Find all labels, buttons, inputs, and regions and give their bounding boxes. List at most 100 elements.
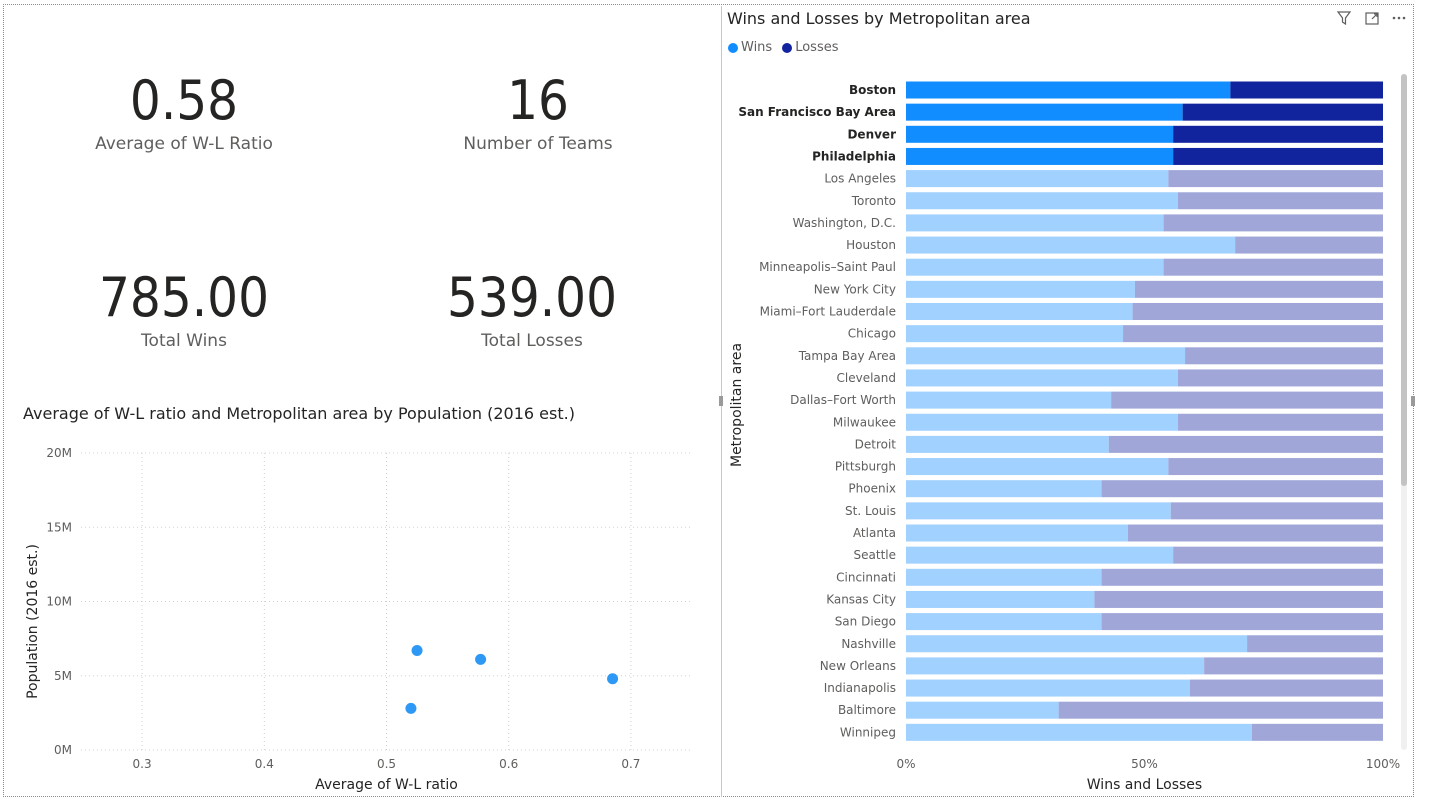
bar-losses [1230, 81, 1383, 99]
bar-wins [906, 81, 1231, 99]
bar-chart-title: Wins and Losses by Metropolitan area [727, 9, 1031, 28]
kpi-card-total-losses[interactable]: 539.00 Total Losses [412, 266, 652, 352]
kpi-value: 539.00 [447, 266, 617, 329]
scrollbar-thumb[interactable] [1401, 74, 1407, 486]
bar-wins [906, 613, 1102, 631]
bar-losses [1132, 303, 1383, 320]
x-tick-label: 100% [1366, 757, 1400, 771]
bar-losses [1247, 635, 1383, 653]
bar-wins [906, 170, 1169, 188]
category-label: Kansas City [826, 592, 896, 606]
bar-losses [1173, 546, 1383, 564]
bar-wins [906, 723, 1252, 741]
scatter-point [475, 653, 487, 665]
more-options-icon[interactable] [1391, 10, 1407, 29]
category-label: Boston [849, 83, 896, 97]
bar-losses [1173, 125, 1383, 143]
bar-losses [1177, 413, 1383, 431]
bar-losses [1123, 325, 1383, 343]
y-tick-label: 15M [46, 520, 72, 534]
category-label: Dallas–Fort Worth [790, 393, 896, 407]
category-label: San Francisco Bay Area [738, 105, 896, 119]
x-tick-label: 0.3 [133, 757, 152, 771]
category-label: Pittsburgh [835, 460, 896, 474]
bar-wins [906, 280, 1135, 298]
x-tick-label: 0% [896, 757, 915, 771]
category-label: Los Angeles [824, 172, 896, 186]
category-label: Nashville [841, 637, 896, 651]
bar-wins [906, 103, 1183, 121]
kpi-value: 785.00 [99, 266, 269, 329]
vertical-scrollbar[interactable] [1401, 74, 1407, 750]
bar-losses [1168, 458, 1383, 476]
bar-losses [1251, 723, 1383, 741]
category-label: Philadelphia [812, 149, 896, 163]
bar-wins [906, 502, 1171, 520]
legend-label: Wins [741, 40, 773, 55]
bar-losses [1235, 236, 1383, 254]
category-label: Winnipeg [840, 725, 896, 739]
category-label: Phoenix [848, 482, 896, 496]
category-label: New York City [814, 282, 896, 296]
focus-mode-icon[interactable] [1364, 10, 1380, 29]
bar-losses [1101, 613, 1383, 631]
legend-item-losses[interactable]: Losses [782, 40, 839, 55]
category-label: St. Louis [845, 504, 896, 518]
bar-losses [1108, 435, 1383, 453]
x-tick-label: 0.5 [377, 757, 396, 771]
y-tick-label: 20M [46, 446, 72, 460]
category-label: Denver [847, 127, 896, 141]
resize-handle[interactable] [719, 396, 723, 406]
bar-losses [1189, 679, 1383, 697]
bar-wins [906, 568, 1102, 586]
legend-item-wins[interactable]: Wins [728, 40, 772, 55]
bar-losses [1177, 369, 1383, 387]
category-label: Atlanta [853, 526, 896, 540]
bar-wins [906, 413, 1178, 431]
kpi-card-number-of-teams[interactable]: 16 Number of Teams [438, 74, 638, 155]
bar-wins [906, 590, 1095, 608]
category-label: Washington, D.C. [793, 216, 896, 230]
kpi-label: Total Losses [481, 331, 583, 351]
bar-wins [906, 125, 1174, 143]
bar-losses [1170, 502, 1383, 520]
category-label: Cleveland [837, 371, 897, 385]
bar-wins [906, 325, 1124, 343]
y-tick-label: 0M [54, 743, 72, 757]
bar-losses [1182, 103, 1383, 121]
scatter-point [411, 645, 423, 657]
kpi-label: Number of Teams [463, 134, 613, 154]
bar-losses [1173, 147, 1383, 165]
bar-wins [906, 369, 1178, 387]
category-label: Toronto [851, 194, 896, 208]
bar-wins [906, 435, 1109, 453]
bar-wins [906, 458, 1169, 476]
x-tick-label: 0.4 [255, 757, 274, 771]
x-tick-label: 50% [1131, 757, 1158, 771]
bar-losses [1094, 590, 1383, 608]
filter-icon[interactable] [1336, 10, 1352, 29]
category-label: Tampa Bay Area [798, 349, 896, 363]
category-label: Minneapolis–Saint Paul [759, 260, 896, 274]
category-label: Seattle [854, 548, 896, 562]
bar-wins [906, 701, 1059, 719]
bar-wins [906, 524, 1128, 542]
x-tick-label: 0.6 [499, 757, 518, 771]
category-label: Indianapolis [824, 681, 896, 695]
category-label: Baltimore [838, 703, 896, 717]
bar-losses [1163, 214, 1383, 232]
y-axis-title: Population (2016 est.) [25, 544, 41, 699]
category-label: Detroit [855, 437, 897, 451]
scatter-chart[interactable]: 0M 5M 10M 15M 20M 0.3 0.4 0.5 0.6 0.7 Average of W… [10, 435, 710, 800]
legend-label: Losses [795, 40, 839, 55]
resize-handle[interactable] [1411, 396, 1415, 406]
bar-losses [1101, 480, 1383, 498]
stacked-bar-chart[interactable]: Boston San Francisco Bay Area Denver Philad… [724, 70, 1400, 798]
bar-losses [1111, 391, 1383, 409]
bar-chart-legend: Wins Losses [728, 40, 839, 55]
kpi-card-avg-wl-ratio[interactable]: 0.58 Average of W-L Ratio [84, 74, 284, 155]
category-label: Houston [846, 238, 896, 252]
kpi-card-total-wins[interactable]: 785.00 Total Wins [64, 266, 304, 352]
scatter-point [405, 702, 417, 714]
kpi-label: Total Wins [141, 331, 227, 351]
